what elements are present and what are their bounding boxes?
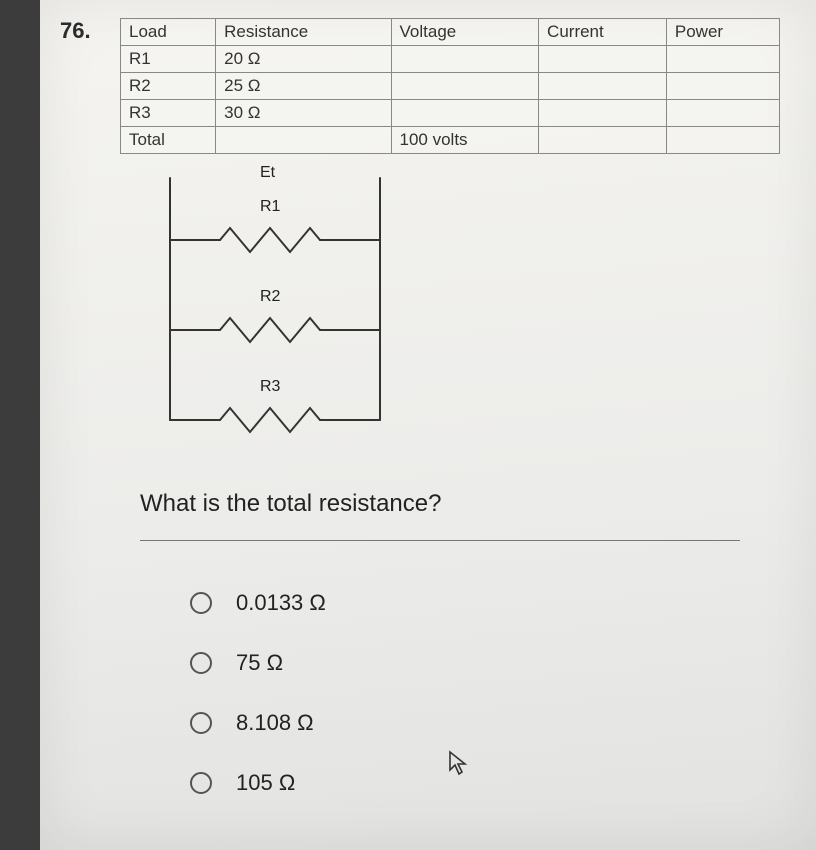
resistor-label: R3 [260,378,280,396]
cell [666,100,779,127]
col-power: Power [666,19,779,46]
divider [140,540,740,541]
cell: R2 [121,73,216,100]
option-label: 0.0133 Ω [236,590,326,616]
resistor-label: R1 [260,198,280,216]
cell [666,127,779,154]
question-text: What is the total resistance? [140,490,441,518]
cell: 20 Ω [216,46,391,73]
circuit-diagram: Et R1 R2 R3 [150,170,410,450]
resistance-table: Load Resistance Voltage Current Power R1… [120,18,780,154]
table-header-row: Load Resistance Voltage Current Power [121,19,780,46]
cell: R3 [121,100,216,127]
question-card: 76. Load Resistance Voltage Current Powe… [40,0,816,850]
option-label: 75 Ω [236,650,283,676]
option-d[interactable]: 105 Ω [190,770,326,796]
col-resistance: Resistance [216,19,391,46]
cell [539,73,667,100]
option-c[interactable]: 8.108 Ω [190,710,326,736]
cell [539,46,667,73]
table-row: Total 100 volts [121,127,780,154]
cell [391,46,539,73]
radio-icon[interactable] [190,592,212,614]
cursor-icon [448,750,468,776]
radio-icon[interactable] [190,712,212,734]
cell [539,100,667,127]
option-label: 8.108 Ω [236,710,314,736]
cell: R1 [121,46,216,73]
cell [666,46,779,73]
radio-icon[interactable] [190,652,212,674]
col-voltage: Voltage [391,19,539,46]
option-a[interactable]: 0.0133 Ω [190,590,326,616]
cell [666,73,779,100]
cell [539,127,667,154]
cell: Total [121,127,216,154]
source-label: Et [260,164,275,182]
option-b[interactable]: 75 Ω [190,650,326,676]
cell: 30 Ω [216,100,391,127]
option-label: 105 Ω [236,770,295,796]
col-current: Current [539,19,667,46]
answer-options: 0.0133 Ω 75 Ω 8.108 Ω 105 Ω [190,590,326,796]
table-row: R1 20 Ω [121,46,780,73]
resistor-label: R2 [260,288,280,306]
col-load: Load [121,19,216,46]
cell: 25 Ω [216,73,391,100]
cell: 100 volts [391,127,539,154]
question-number: 76. [60,18,91,44]
cell [391,100,539,127]
cell [216,127,391,154]
cell [391,73,539,100]
table-row: R2 25 Ω [121,73,780,100]
table-row: R3 30 Ω [121,100,780,127]
radio-icon[interactable] [190,772,212,794]
